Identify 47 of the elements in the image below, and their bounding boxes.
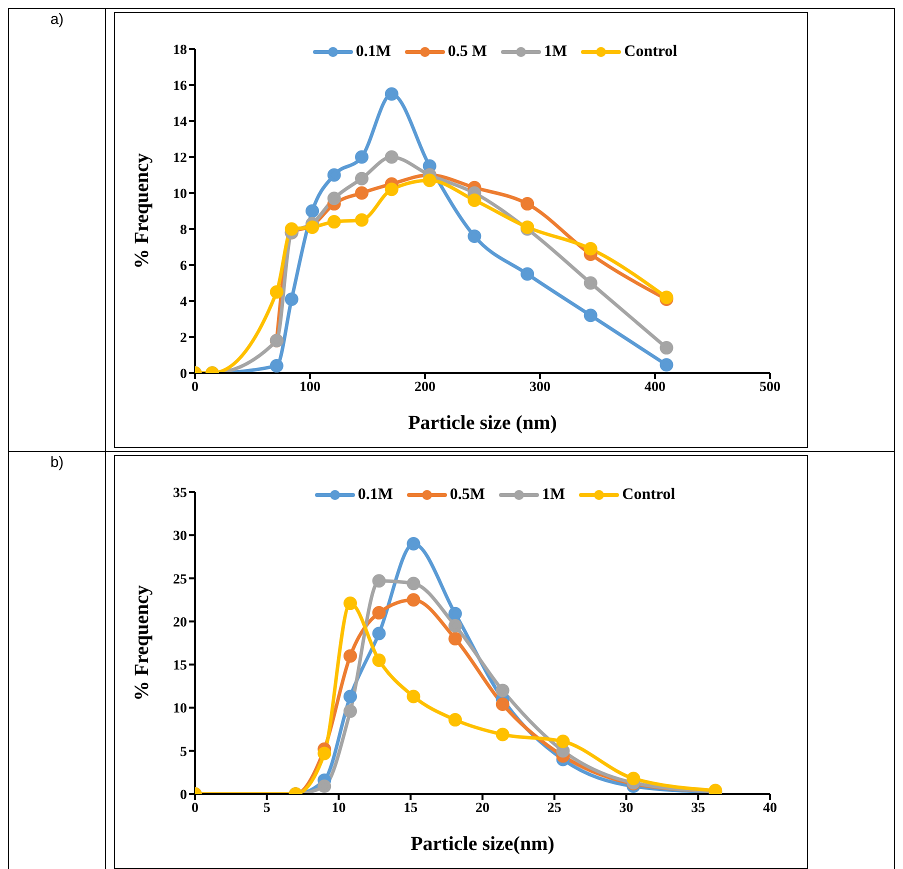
x-tick-label: 400: [644, 380, 666, 395]
x-tick-label: 100: [300, 380, 320, 395]
x-axis-title: Particle size(nm): [410, 833, 554, 855]
x-tick-label: 10: [332, 800, 346, 816]
y-tick-label: 6: [180, 258, 187, 274]
x-tick-label: 500: [760, 380, 780, 395]
y-tick-label: 30: [173, 529, 187, 544]
y-tick-label: 25: [173, 572, 187, 588]
y-tick-label: 35: [173, 486, 187, 501]
x-tick-label: 0: [192, 800, 198, 816]
y-tick-label: 8: [180, 222, 187, 238]
legend-label: 0.1M: [356, 43, 391, 61]
text: a): [49, 11, 65, 28]
y-tick-label: 18: [173, 42, 187, 58]
y-tick-label: 15: [173, 658, 187, 674]
y-tick-label: 10: [173, 702, 187, 717]
y-tick-label: 0: [180, 788, 187, 803]
legend-label: 0.5 M: [448, 43, 488, 61]
legend-label: 1M: [542, 486, 566, 504]
x-tick-label: 35: [691, 800, 706, 816]
x-tick-label: 15: [404, 800, 418, 816]
y-axis-title: % Frequency: [131, 153, 154, 269]
legend-label: Control: [622, 486, 676, 504]
y-axis-title: % Frequency: [131, 585, 154, 701]
x-tick-label: 300: [530, 380, 550, 395]
legend-label: Control: [624, 43, 678, 61]
y-tick-label: 10: [173, 186, 187, 202]
y-tick-label: 0: [180, 366, 187, 382]
x-tick-label: 20: [476, 800, 490, 816]
x-tick-label: 40: [763, 800, 777, 816]
x-axis-title: Particle size (nm): [408, 412, 557, 434]
x-tick-label: 5: [263, 800, 270, 816]
y-tick-label: 20: [173, 615, 187, 630]
x-tick-label: 200: [414, 380, 436, 395]
x-tick-label: 0: [192, 380, 198, 395]
legend-label: 0.5M: [450, 486, 486, 504]
y-tick-label: 2: [180, 330, 187, 346]
y-tick-label: 14: [173, 114, 187, 130]
y-tick-label: 12: [173, 150, 187, 166]
x-tick-label: 30: [619, 800, 634, 816]
text: b): [49, 454, 65, 471]
y-tick-label: 4: [180, 294, 187, 310]
legend-label: 0.1M: [358, 486, 393, 504]
y-tick-label: 5: [180, 744, 187, 760]
y-tick-label: 16: [173, 78, 187, 94]
legend-label: 1M: [544, 43, 568, 61]
x-tick-label: 25: [547, 800, 562, 816]
